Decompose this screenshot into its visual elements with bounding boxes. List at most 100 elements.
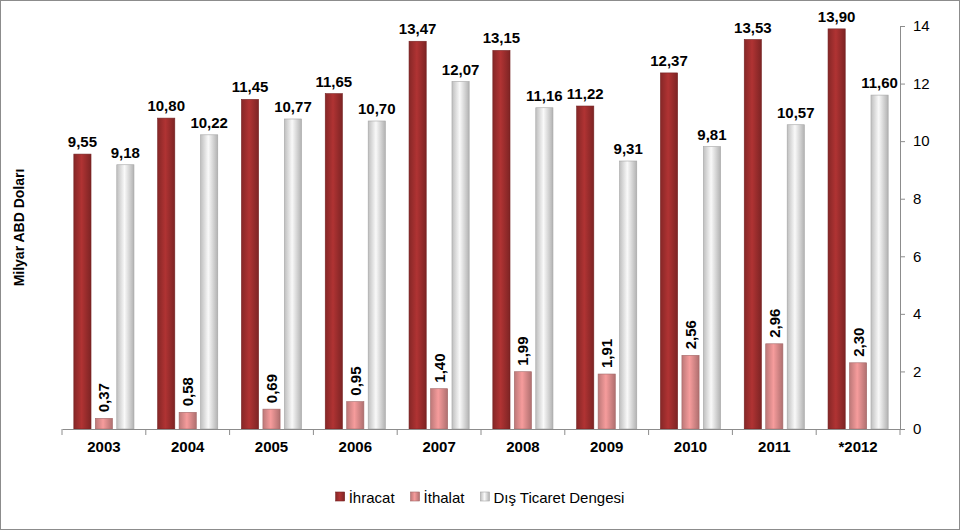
- y-tick-mark: [900, 429, 905, 430]
- legend-item: Dış Ticaret Dengesi: [480, 489, 624, 506]
- y-tick-mark: [900, 141, 905, 142]
- x-tick: 2003: [87, 438, 120, 455]
- y-axis-line: [901, 27, 906, 430]
- y-tick-label: 0: [913, 420, 921, 437]
- frame: [1, 1, 960, 530]
- x-separator: [732, 429, 733, 435]
- data-label: 11,22: [567, 85, 604, 102]
- bar: [536, 108, 553, 429]
- legend-item: İhracat: [336, 489, 396, 506]
- x-separators: [62, 429, 900, 435]
- data-label: 1,99: [514, 337, 531, 366]
- x-tick-label: 2009: [590, 438, 623, 455]
- data-label: 0,95: [347, 366, 364, 395]
- data-label: 2,96: [766, 309, 783, 338]
- bar: [577, 106, 594, 429]
- data-label: 10,80: [147, 97, 185, 114]
- legend: İhracat İthalat Dış Ticaret Dengesi: [336, 489, 625, 506]
- x-tick: 2008: [506, 438, 539, 455]
- x-tick-label: 2011: [758, 438, 791, 455]
- x-separator: [816, 429, 817, 435]
- x-tick: 2011: [758, 438, 791, 455]
- data-label: 12,37: [650, 52, 688, 69]
- data-label: 11,45: [232, 78, 269, 95]
- bar: [347, 402, 364, 429]
- data-label: 13,15: [483, 29, 521, 46]
- data-label: 13,47: [399, 20, 437, 37]
- bars: [74, 29, 888, 429]
- y-axis-title: Milyar ABD Doları: [11, 169, 27, 287]
- bar: [514, 372, 531, 429]
- chart: 9,55 10,80 11,45 11,65 13,47 13,15 11,22 12,37 1…: [0, 0, 960, 530]
- x-tick-label: 2010: [674, 438, 707, 455]
- y-tick-label: 6: [913, 248, 921, 265]
- data-label: 9,18: [111, 144, 140, 161]
- x-tick: 2010: [674, 438, 707, 455]
- bar: [201, 135, 218, 429]
- data-label: 13,90: [818, 8, 856, 25]
- x-tick-label: 2003: [87, 438, 120, 455]
- legend-swatch: [336, 492, 345, 501]
- bar: [117, 165, 134, 429]
- x-tick: 2006: [339, 438, 372, 455]
- bar: [179, 412, 196, 429]
- y-tick-label: 8: [913, 190, 921, 207]
- bar: [828, 29, 845, 429]
- data-label: 10,70: [358, 100, 396, 117]
- x-separator: [648, 429, 649, 435]
- data-label: 0,58: [179, 377, 196, 406]
- bar: [766, 344, 783, 429]
- bar: [744, 40, 761, 429]
- data-label: 1,40: [431, 353, 448, 382]
- bar: [493, 50, 510, 429]
- x-axis: 200320042005200620072008200920102011*201…: [63, 430, 901, 455]
- y-tick-label: 12: [913, 75, 930, 92]
- bar: [325, 94, 342, 429]
- bar: [431, 389, 448, 429]
- data-label: 10,77: [274, 98, 312, 115]
- data-label: 1,91: [598, 339, 615, 368]
- bar: [263, 409, 280, 429]
- x-tick: 2005: [255, 438, 288, 455]
- y-tick-label: 14: [913, 17, 930, 34]
- data-label: 11,65: [315, 73, 352, 90]
- x-separator: [229, 429, 230, 435]
- x-separator: [564, 429, 565, 435]
- data-label: 12,07: [442, 61, 480, 78]
- data-label: 9,81: [697, 126, 726, 143]
- x-tick: 2007: [422, 438, 455, 455]
- data-label: 9,55: [68, 133, 97, 150]
- y-tick: 6: [900, 248, 921, 265]
- y-tick-mark: [900, 26, 905, 27]
- y-tick: 2: [900, 363, 921, 380]
- data-label: 9,31: [614, 140, 643, 157]
- data-label: 2,56: [682, 320, 699, 349]
- x-tick-label: 2007: [422, 438, 455, 455]
- y-tick-mark: [900, 199, 905, 200]
- y-tick: 8: [900, 190, 921, 207]
- y-tick: 4: [900, 305, 921, 322]
- data-labels: 9,55 10,80 11,45 11,65 13,47 13,15 11,22 12,37 1…: [68, 8, 898, 412]
- y-tick-mark: [900, 84, 905, 85]
- y-tick-label: 4: [913, 305, 921, 322]
- data-label: 11,16: [526, 87, 563, 104]
- x-tick: 2009: [590, 438, 623, 455]
- y-tick-mark: [900, 314, 905, 315]
- y-tick-mark: [900, 256, 905, 257]
- bar: [620, 161, 637, 429]
- y-tick-label: 10: [913, 132, 930, 149]
- y-tick: 12: [900, 75, 930, 92]
- legend-item: İthalat: [411, 489, 466, 506]
- x-separator: [145, 429, 146, 435]
- legend-label: İhracat: [349, 489, 396, 506]
- bar: [241, 99, 258, 429]
- bar: [368, 121, 385, 429]
- x-separator: [481, 429, 482, 435]
- bar: [284, 119, 301, 429]
- legend-swatch: [411, 492, 420, 501]
- y-tick: 0: [900, 420, 921, 437]
- bar: [871, 95, 888, 429]
- bar: [452, 82, 469, 429]
- y-tick-label: 2: [913, 363, 921, 380]
- data-label: 13,53: [734, 19, 772, 36]
